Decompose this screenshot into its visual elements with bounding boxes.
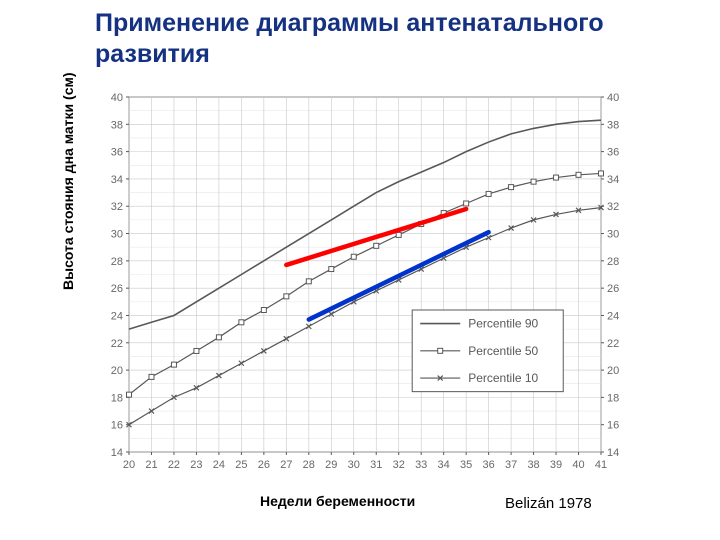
svg-text:14: 14 [607,447,619,459]
svg-text:33: 33 [415,459,427,471]
svg-text:38: 38 [111,119,123,131]
slide: Применение диаграммы антенатального разв… [0,0,720,540]
svg-text:39: 39 [550,459,562,471]
svg-text:24: 24 [607,310,619,322]
svg-text:30: 30 [111,229,123,241]
svg-text:40: 40 [607,92,619,104]
svg-text:23: 23 [190,459,202,471]
svg-text:30: 30 [348,459,360,471]
svg-text:38: 38 [527,459,539,471]
svg-text:16: 16 [607,420,619,432]
svg-text:25: 25 [235,459,247,471]
citation: Belizán 1978 [505,495,592,512]
svg-text:40: 40 [572,459,584,471]
svg-text:27: 27 [280,459,292,471]
svg-text:21: 21 [145,459,157,471]
svg-text:18: 18 [111,392,123,404]
svg-text:26: 26 [258,459,270,471]
svg-text:28: 28 [303,459,315,471]
svg-text:40: 40 [111,92,123,104]
svg-text:18: 18 [607,392,619,404]
svg-text:20: 20 [607,365,619,377]
svg-text:Percentile 10: Percentile 10 [468,371,538,385]
svg-text:30: 30 [607,229,619,241]
svg-text:22: 22 [607,338,619,350]
svg-text:20: 20 [123,459,135,471]
svg-text:26: 26 [111,283,123,295]
svg-text:36: 36 [111,147,123,159]
svg-text:36: 36 [482,459,494,471]
svg-text:24: 24 [111,310,123,322]
slide-title: Применение диаграммы антенатального разв… [95,8,655,71]
chart-svg: 14 14 16 16 18 18 20 20 22 22 24 24 26 26 28 28 30 30 32 32… [95,85,635,480]
svg-text:29: 29 [325,459,337,471]
svg-text:37: 37 [505,459,517,471]
svg-text:34: 34 [111,174,123,186]
growth-chart: 14 14 16 16 18 18 20 20 22 22 24 24 26 26 28 28 30 30 32 32… [95,85,635,480]
svg-text:Percentile 90: Percentile 90 [468,317,538,331]
svg-text:20: 20 [111,365,123,377]
svg-text:24: 24 [213,459,225,471]
y-axis-label: Высота стояния дна матки (см) [60,72,76,290]
svg-text:36: 36 [607,147,619,159]
svg-text:32: 32 [393,459,405,471]
svg-text:35: 35 [460,459,472,471]
x-axis-label: Недели беременности [260,493,415,509]
svg-text:34: 34 [607,174,619,186]
svg-text:32: 32 [111,201,123,213]
svg-text:34: 34 [438,459,450,471]
svg-text:28: 28 [607,256,619,268]
svg-text:32: 32 [607,201,619,213]
svg-text:26: 26 [607,283,619,295]
svg-text:16: 16 [111,420,123,432]
svg-text:38: 38 [607,119,619,131]
svg-text:22: 22 [168,459,180,471]
svg-text:Percentile 50: Percentile 50 [468,344,538,358]
svg-text:28: 28 [111,256,123,268]
svg-text:31: 31 [370,459,382,471]
svg-text:22: 22 [111,338,123,350]
svg-text:41: 41 [595,459,607,471]
svg-text:14: 14 [111,447,123,459]
